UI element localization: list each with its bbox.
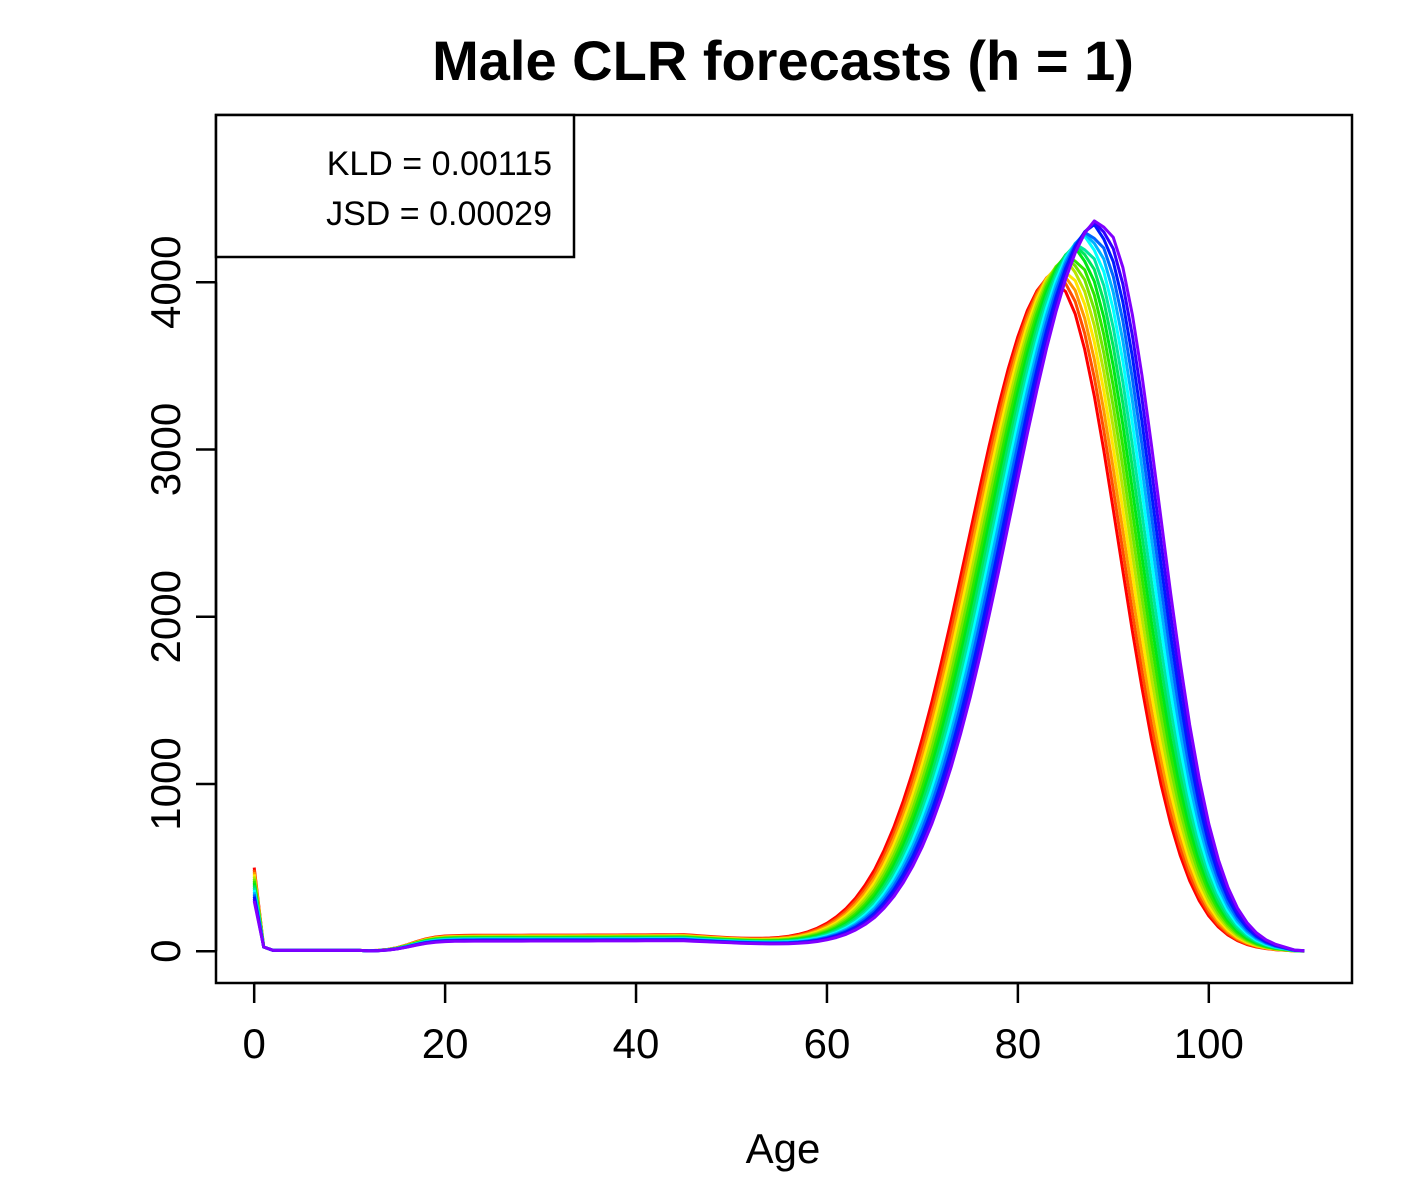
x-axis: 0 20 40 60 80 100: [243, 981, 1244, 1067]
x-tick-label: 0: [243, 1020, 266, 1067]
y-tick-label: 3000: [142, 403, 189, 496]
x-tick-label: 60: [804, 1020, 851, 1067]
legend-jsd: JSD = 0.00029: [326, 195, 552, 233]
y-tick-label: 0: [142, 940, 189, 963]
x-axis-label: Age: [746, 1125, 821, 1172]
y-tick-label: 2000: [142, 570, 189, 663]
legend: KLD = 0.00115 JSD = 0.00029: [214, 113, 576, 259]
series-layer: [252, 219, 1305, 953]
y-tick-label: 1000: [142, 737, 189, 830]
y-axis: 0 1000 2000 3000 4000: [142, 236, 218, 963]
x-tick-label: 100: [1174, 1020, 1244, 1067]
x-tick-label: 40: [613, 1020, 660, 1067]
series-line-8: [252, 246, 1305, 953]
y-tick-label: 4000: [142, 236, 189, 329]
legend-box: [214, 113, 576, 259]
series-line-7: [252, 254, 1305, 953]
legend-kld: KLD = 0.00115: [327, 145, 552, 183]
x-tick-label: 80: [995, 1020, 1042, 1067]
chart-title: Male CLR forecasts (h = 1): [432, 29, 1134, 92]
series-line-16: [252, 219, 1305, 953]
x-tick-label: 20: [422, 1020, 469, 1067]
